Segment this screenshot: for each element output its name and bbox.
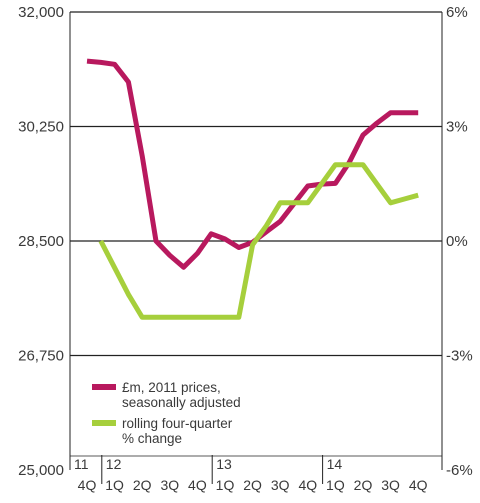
year-label: 13: [216, 456, 232, 472]
category-label: 3Q: [381, 477, 400, 493]
category-label: 4Q: [298, 477, 317, 493]
series-line-percent-change: [98, 162, 419, 320]
left-tick-label: 32,000: [18, 4, 64, 21]
gridlines: [70, 11, 442, 357]
category-label: 1Q: [216, 477, 235, 493]
right-tick-label: -3%: [446, 348, 473, 365]
category-label: 3Q: [271, 477, 290, 493]
category-label: 4Q: [409, 477, 428, 493]
legend-label: % change: [122, 431, 182, 446]
right-tick-label: 0%: [446, 233, 468, 250]
category-label: 2Q: [133, 477, 152, 493]
right-tick-label: -6%: [446, 462, 473, 479]
legend-label: seasonally adjusted: [122, 395, 241, 410]
left-tick-label: 28,500: [18, 233, 64, 250]
category-label: 4Q: [188, 477, 207, 493]
series: [86, 58, 419, 320]
legend: £m, 2011 prices,seasonally adjusted rolli…: [92, 380, 241, 446]
x-axis-ticks: 11 12 13 14 4Q 1Q 2Q 3Q 4Q 1Q 2Q 3Q 4Q 1Q 2Q 3Q 4Q: [74, 455, 428, 493]
left-tick-label: 26,750: [18, 348, 64, 365]
category-label: 2Q: [243, 477, 262, 493]
year-label: 11: [74, 456, 89, 472]
left-tick-label: 30,250: [18, 119, 64, 136]
category-label: 2Q: [354, 477, 373, 493]
category-label: 1Q: [105, 477, 124, 493]
category-label: 4Q: [78, 477, 97, 493]
category-label: 1Q: [326, 477, 345, 493]
category-label: 3Q: [160, 477, 179, 493]
right-tick-label: 3%: [446, 119, 468, 136]
year-label: 12: [106, 456, 122, 472]
axes: [69, 12, 443, 470]
legend-label: £m, 2011 prices,: [122, 380, 221, 395]
year-label: 14: [327, 456, 343, 472]
legend-label: rolling four-quarter: [122, 416, 233, 431]
series-line-real-terms: [86, 58, 419, 270]
right-axis-ticks: -6% -3% 0% 3% 6%: [446, 4, 473, 479]
left-tick-label: 25,000: [18, 462, 64, 479]
left-axis-ticks: 25,000 26,750 28,500 30,250 32,000: [18, 4, 64, 479]
right-tick-label: 6%: [446, 4, 468, 21]
